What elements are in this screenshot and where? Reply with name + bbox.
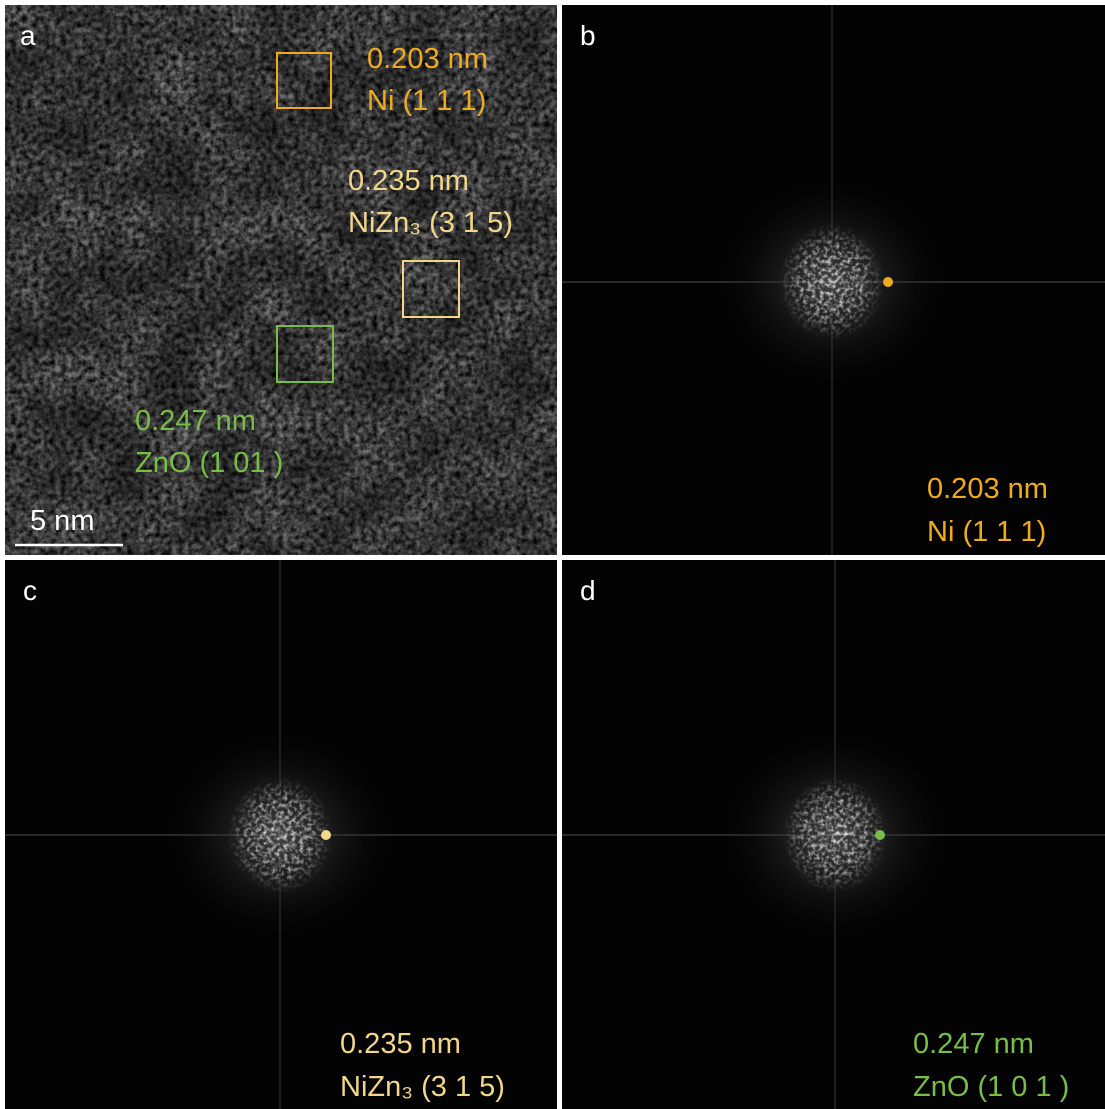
panel-label: b bbox=[580, 20, 596, 51]
scale-label: 5 nm bbox=[30, 505, 94, 537]
diffraction-spot bbox=[875, 830, 885, 840]
fft-panel: d 0.247 nm ZnO (1 0 1 ) bbox=[562, 560, 1105, 1109]
plane: NiZn₃ (3 1 5) bbox=[348, 207, 513, 239]
spacing: 0.247 nm bbox=[135, 405, 256, 437]
center-spot bbox=[228, 777, 332, 893]
figure: a 0.203 nm Ni (1 1 1) 0.235 nm NiZn₃ (3 … bbox=[0, 0, 1105, 1109]
panel-a: a 0.203 nm Ni (1 1 1) 0.235 nm NiZn₃ (3 … bbox=[5, 5, 557, 555]
plane: Ni (1 1 1) bbox=[927, 516, 1046, 548]
spacing: 0.203 nm bbox=[367, 43, 488, 75]
spacing: 0.247 nm bbox=[913, 1028, 1034, 1060]
plane: ZnO (1 01 ) bbox=[135, 447, 283, 479]
plane: Ni (1 1 1) bbox=[367, 85, 486, 117]
diffraction-spot bbox=[883, 277, 893, 287]
fft-panel: b 0.203 nm Ni (1 1 1) bbox=[562, 5, 1105, 555]
panel-label: c bbox=[23, 575, 37, 606]
panel-label: a bbox=[20, 20, 36, 51]
spacing: 0.203 nm bbox=[927, 473, 1048, 505]
fft-panel: c 0.235 nm NiZn₃ (3 1 5) bbox=[5, 560, 557, 1109]
diffraction-spot bbox=[321, 830, 331, 840]
center-spot bbox=[780, 224, 884, 340]
spacing: 0.235 nm bbox=[348, 165, 469, 197]
panel-label: d bbox=[580, 575, 596, 606]
center-spot bbox=[783, 777, 887, 893]
spacing: 0.235 nm bbox=[340, 1028, 461, 1060]
plane: NiZn₃ (3 1 5) bbox=[340, 1071, 505, 1103]
plane: ZnO (1 0 1 ) bbox=[913, 1071, 1069, 1103]
